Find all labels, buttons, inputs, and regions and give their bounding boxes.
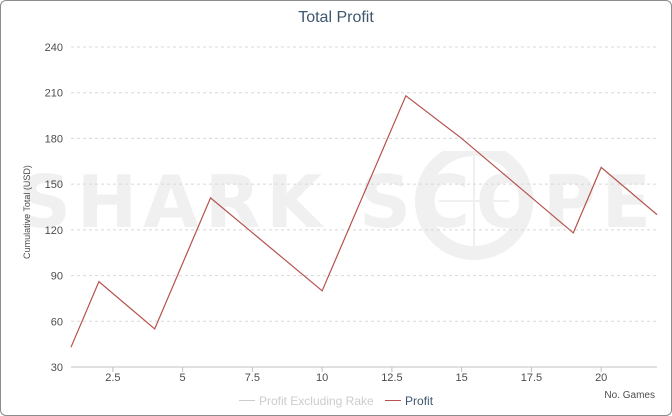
x-axis-label: No. Games [604, 390, 655, 401]
y-tick-label: 240 [45, 42, 63, 54]
x-tick-label: 17.5 [521, 372, 542, 384]
y-tick-label: 210 [45, 88, 63, 100]
chart-title: Total Profit [298, 9, 374, 26]
y-tick-label: 150 [45, 179, 63, 191]
legend-label-profit-excluding-rake: Profit Excluding Rake [258, 393, 374, 408]
y-tick-label: 120 [45, 225, 63, 237]
series-line-profit [70, 94, 658, 348]
x-tick-label: 5 [180, 372, 186, 384]
legend: Profit Excluding Rake Profit [1, 390, 671, 408]
y-tick-label: 90 [51, 271, 63, 283]
x-tick-label: 2.5 [105, 372, 120, 384]
x-tick-label: 12.5 [381, 372, 402, 384]
crosshair-logo [415, 151, 533, 260]
legend-label-profit: Profit [405, 393, 434, 408]
legend-swatch-profit [385, 400, 402, 401]
x-tick-label: 20 [595, 372, 607, 384]
legend-item-profit[interactable]: Profit [385, 394, 433, 408]
y-axis-label: Cumulative Total (USD) [21, 165, 32, 259]
x-tick-label: 10 [316, 372, 328, 384]
y-tick-label: 180 [45, 133, 63, 145]
y-tick-label: 60 [51, 316, 63, 328]
legend-item-profit-excluding-rake[interactable]: Profit Excluding Rake [238, 393, 374, 408]
y-tick-label: 30 [51, 362, 63, 374]
x-tick-label: 15 [456, 372, 468, 384]
legend-swatch-profit-excluding-rake [238, 400, 255, 401]
x-tick-label: 7.5 [245, 372, 260, 384]
